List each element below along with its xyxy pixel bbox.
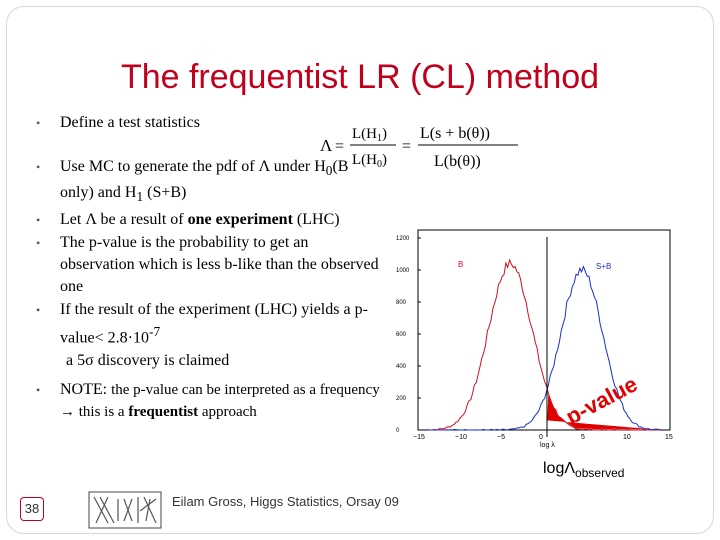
formula-lambda: Λ [320,136,333,155]
y-tick-label: 400 [396,364,407,370]
y-tick-label: 1200 [396,236,410,242]
bullet-use-mc: • Use MC to generate the pdf of Λ under … [36,158,349,205]
bullet-discovery-criterion: • If the result of the experiment (LHC) … [36,301,368,369]
s-plus-b-distribution [426,265,662,431]
formula-equals-2: = [402,138,411,155]
y-tick-label: 800 [396,300,407,306]
bullet-dot: • [36,303,41,318]
formula-numerator-h1: L(H1) [352,126,387,144]
bullet-dot: • [36,236,41,251]
bullet-dot: • [36,213,41,228]
bullet-note: • NOTE: the p-value can be interpreted a… [36,380,380,420]
b-only-distribution [426,258,662,431]
x-axis-label: log λ [540,442,555,449]
label-s-plus-b: S+B [596,262,611,271]
label-b: B [458,260,463,269]
formula-numerator-sb: L(s + b(θ)) [420,125,490,142]
right-arrow-icon: → [60,403,79,420]
bullet-dot: • [36,160,41,174]
likelihood-ratio-formula: Λ = L(H1) L(H0) = L(s + b(θ)) L(b(θ)) [320,125,518,170]
y-tick-label: 200 [396,396,407,402]
plot-frame [417,229,671,431]
x-tick-label: 5 [581,434,585,441]
lambda-distribution-plot: 1200 1000 800 600 400 200 0 −15 −10 −5 0 5 10 15 B S… [396,229,673,449]
y-tick-label: 1000 [396,268,410,274]
y-tick-label: 0 [396,428,400,434]
x-tick-label: −15 [413,434,425,441]
formula-denominator-b: L(b(θ)) [434,153,481,170]
x-tick-label: −5 [497,434,505,441]
slide-frame [6,6,714,534]
slide-title: The frequentist LR (CL) method [120,58,600,96]
x-tick-label: −10 [455,434,467,441]
institute-logo [88,491,162,529]
bullet-define-test-statistic: • Define a test statistics [36,112,386,134]
bullet-dot: • [36,116,41,130]
x-tick-label: 10 [623,434,631,441]
x-tick-label: 0 [539,434,543,441]
formula-equals: = [335,138,344,155]
bullet-list: • Define a test statistics • Use MC to g… [36,112,386,423]
bullet-dot: • [36,382,41,397]
formula-denominator-h0: L(H0) [352,152,387,170]
bullet-pvalue-definition: • The p-value is the probability to get … [36,234,379,296]
observed-log-lambda-label: logΛobserved [543,460,625,480]
footer-text: Eilam Gross, Higgs Statistics, Orsay 09 [172,494,399,509]
slide-number: 38 [20,497,44,521]
bullet-one-experiment: • Let Λ be a result of one experiment (L… [36,209,386,231]
pvalue-label: p-value [562,371,642,429]
x-tick-label: 15 [665,434,673,441]
y-tick-label: 600 [396,332,407,338]
